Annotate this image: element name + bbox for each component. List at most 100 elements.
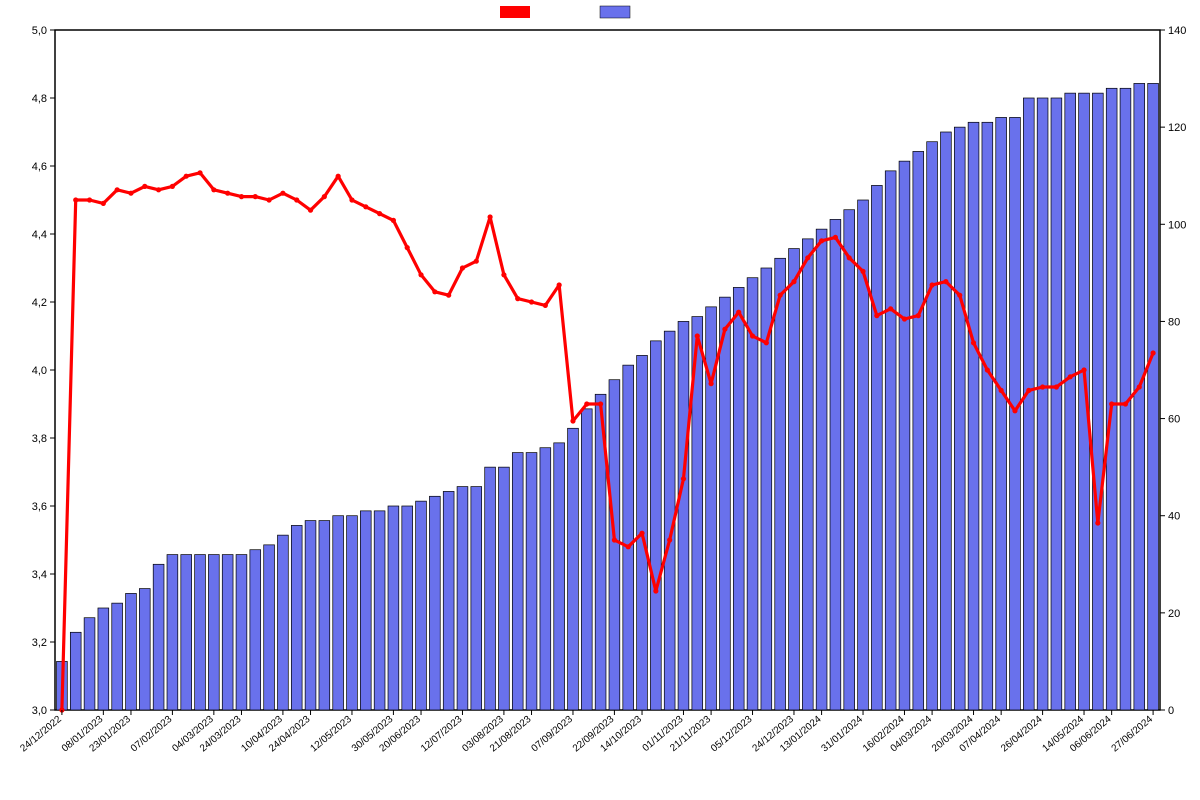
line-marker xyxy=(874,313,879,318)
line-marker xyxy=(598,401,603,406)
line-marker xyxy=(474,259,479,264)
line-marker xyxy=(405,245,410,250)
line-marker xyxy=(501,272,506,277)
bar xyxy=(485,467,496,710)
bar xyxy=(264,545,275,710)
bar xyxy=(222,555,233,710)
line-marker xyxy=(253,194,258,199)
line-marker xyxy=(1040,384,1045,389)
bar xyxy=(278,535,289,710)
line-marker xyxy=(460,265,465,270)
line-marker xyxy=(819,238,824,243)
bar xyxy=(1134,83,1145,710)
bar xyxy=(996,117,1007,710)
line-marker xyxy=(1123,401,1128,406)
line-marker xyxy=(860,269,865,274)
bar xyxy=(1092,93,1103,710)
right-axis-tick-label: 60 xyxy=(1168,414,1180,426)
bar xyxy=(816,229,827,710)
bar xyxy=(70,632,81,710)
bar xyxy=(471,487,482,710)
bar xyxy=(429,496,440,710)
bar xyxy=(650,341,661,710)
line-marker xyxy=(957,293,962,298)
line-marker xyxy=(184,174,189,179)
line-marker xyxy=(1068,374,1073,379)
bar xyxy=(499,467,510,710)
line-marker xyxy=(902,316,907,321)
line-marker xyxy=(667,537,672,542)
bar xyxy=(347,516,358,710)
bar xyxy=(927,142,938,710)
right-axis-tick-label: 100 xyxy=(1168,219,1186,231)
line-marker xyxy=(1054,384,1059,389)
bar xyxy=(126,593,137,710)
line-marker xyxy=(363,204,368,209)
bar xyxy=(84,618,95,710)
bar xyxy=(139,589,150,710)
line-marker xyxy=(170,184,175,189)
bar xyxy=(747,278,758,710)
line-marker xyxy=(1012,408,1017,413)
bar xyxy=(540,448,551,710)
line-marker xyxy=(142,184,147,189)
bar xyxy=(1023,98,1034,710)
bar xyxy=(775,258,786,710)
left-axis-tick-label: 5,0 xyxy=(32,25,47,37)
line-marker xyxy=(1081,367,1086,372)
bar xyxy=(1037,98,1048,710)
left-axis-tick-label: 3,6 xyxy=(32,501,47,513)
bar xyxy=(374,511,385,710)
line-marker xyxy=(294,197,299,202)
left-axis-tick-label: 4,6 xyxy=(32,161,47,173)
line-marker xyxy=(1137,384,1142,389)
line-marker xyxy=(487,214,492,219)
bar xyxy=(899,161,910,710)
line-marker xyxy=(543,303,548,308)
line-marker xyxy=(418,272,423,277)
line-marker xyxy=(999,388,1004,393)
left-axis-tick-label: 4,0 xyxy=(32,365,47,377)
line-marker xyxy=(764,340,769,345)
bar xyxy=(871,185,882,710)
bar xyxy=(333,516,344,710)
line-marker xyxy=(239,194,244,199)
line-marker xyxy=(736,310,741,315)
left-axis-tick-label: 4,4 xyxy=(32,229,47,241)
line-marker xyxy=(1150,350,1155,355)
left-axis-tick-label: 3,8 xyxy=(32,433,47,445)
bar xyxy=(789,249,800,710)
bar xyxy=(416,501,427,710)
line-marker xyxy=(681,476,686,481)
line-marker xyxy=(847,255,852,260)
bar xyxy=(1010,117,1021,710)
bar xyxy=(844,210,855,710)
line-marker xyxy=(87,197,92,202)
bar xyxy=(554,443,565,710)
line-marker xyxy=(1095,520,1100,525)
line-marker xyxy=(322,194,327,199)
bar xyxy=(388,506,399,710)
line-marker xyxy=(916,313,921,318)
line-marker xyxy=(833,235,838,240)
line-marker xyxy=(391,218,396,223)
bar xyxy=(153,564,164,710)
line-marker xyxy=(695,333,700,338)
line-marker xyxy=(1109,401,1114,406)
line-marker xyxy=(377,211,382,216)
bar xyxy=(720,297,731,710)
bar xyxy=(526,453,537,710)
left-axis-tick-label: 3,0 xyxy=(32,705,47,717)
combo-chart: 3,03,23,43,63,84,04,24,44,64,85,00204060… xyxy=(0,0,1200,800)
bar xyxy=(112,603,123,710)
bar xyxy=(181,555,192,710)
line-marker xyxy=(971,340,976,345)
line-marker xyxy=(943,279,948,284)
line-marker xyxy=(197,170,202,175)
line-marker xyxy=(557,282,562,287)
right-axis-tick-label: 0 xyxy=(1168,705,1174,717)
line-marker xyxy=(584,401,589,406)
bar xyxy=(733,287,744,710)
line-marker xyxy=(349,197,354,202)
right-axis-tick-label: 140 xyxy=(1168,25,1186,37)
